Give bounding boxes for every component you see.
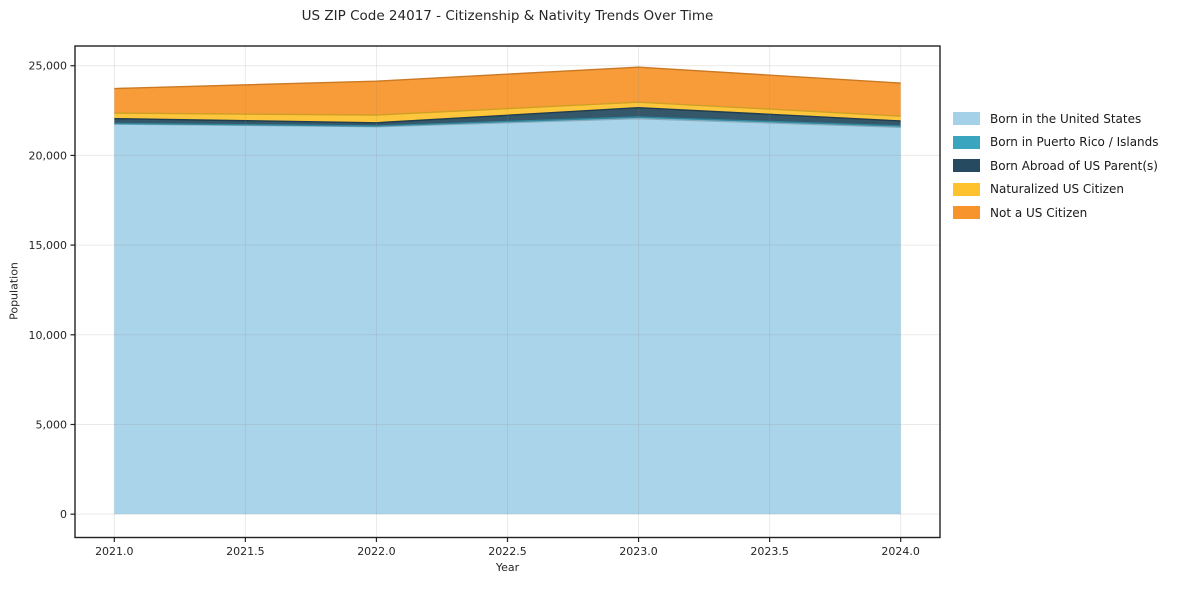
y-tick-label: 0 bbox=[60, 508, 67, 521]
area-edge-2 bbox=[114, 107, 901, 124]
chart-title: US ZIP Code 24017 - Citizenship & Nativi… bbox=[301, 8, 714, 24]
area-series-0 bbox=[114, 118, 901, 515]
legend-swatch bbox=[953, 206, 980, 220]
legend-swatch bbox=[953, 159, 980, 173]
legend: Born in the United States Born in Puerto… bbox=[953, 107, 1159, 225]
y-tick-label: 15,000 bbox=[29, 239, 68, 252]
x-tick-label: 2023.5 bbox=[750, 545, 789, 558]
area-series-4 bbox=[114, 67, 901, 117]
legend-swatch bbox=[953, 135, 980, 149]
x-tick-label: 2024.0 bbox=[881, 545, 920, 558]
x-tick-label: 2022.5 bbox=[488, 545, 527, 558]
legend-item: Born in the United States bbox=[953, 107, 1159, 131]
x-tick-label: 2023.0 bbox=[619, 545, 658, 558]
x-axis-label: Year bbox=[495, 561, 520, 574]
legend-label: Not a US Citizen bbox=[990, 205, 1088, 220]
x-tick-label: 2021.0 bbox=[95, 545, 134, 558]
stacked-areas bbox=[114, 67, 901, 515]
legend-item: Born Abroad of US Parent(s) bbox=[953, 154, 1159, 178]
area-edges bbox=[114, 66, 901, 128]
x-tick-label: 2021.5 bbox=[226, 545, 265, 558]
legend-swatch bbox=[953, 112, 980, 126]
area-series-2 bbox=[114, 107, 901, 127]
legend-label: Naturalized US Citizen bbox=[990, 182, 1124, 197]
area-edge-3 bbox=[114, 101, 901, 117]
legend-swatch bbox=[953, 182, 980, 196]
area-edge-4 bbox=[114, 66, 901, 90]
y-tick-label: 10,000 bbox=[29, 329, 68, 342]
area-edge-1 bbox=[114, 116, 901, 127]
legend-label: Born Abroad of US Parent(s) bbox=[990, 158, 1158, 173]
legend-item: Not a US Citizen bbox=[953, 201, 1159, 225]
area-series-3 bbox=[114, 102, 901, 123]
gridlines bbox=[75, 46, 940, 538]
legend-label: Born in the United States bbox=[990, 111, 1142, 126]
legend-item: Naturalized US Citizen bbox=[953, 178, 1159, 202]
x-tick-label: 2022.0 bbox=[357, 545, 396, 558]
y-tick-label: 25,000 bbox=[29, 60, 68, 73]
tick-labels: 2021.0 2021.5 2022.0 2022.5 2023.0 2023.5 2024… bbox=[29, 60, 920, 558]
legend-label: Born in Puerto Rico / Islands bbox=[990, 135, 1159, 150]
y-axis-label: Population bbox=[7, 262, 21, 320]
y-tick-label: 20,000 bbox=[29, 149, 68, 162]
tick-marks bbox=[70, 65, 902, 542]
y-tick-label: 5,000 bbox=[36, 418, 68, 431]
legend-item: Born in Puerto Rico / Islands bbox=[953, 131, 1159, 155]
